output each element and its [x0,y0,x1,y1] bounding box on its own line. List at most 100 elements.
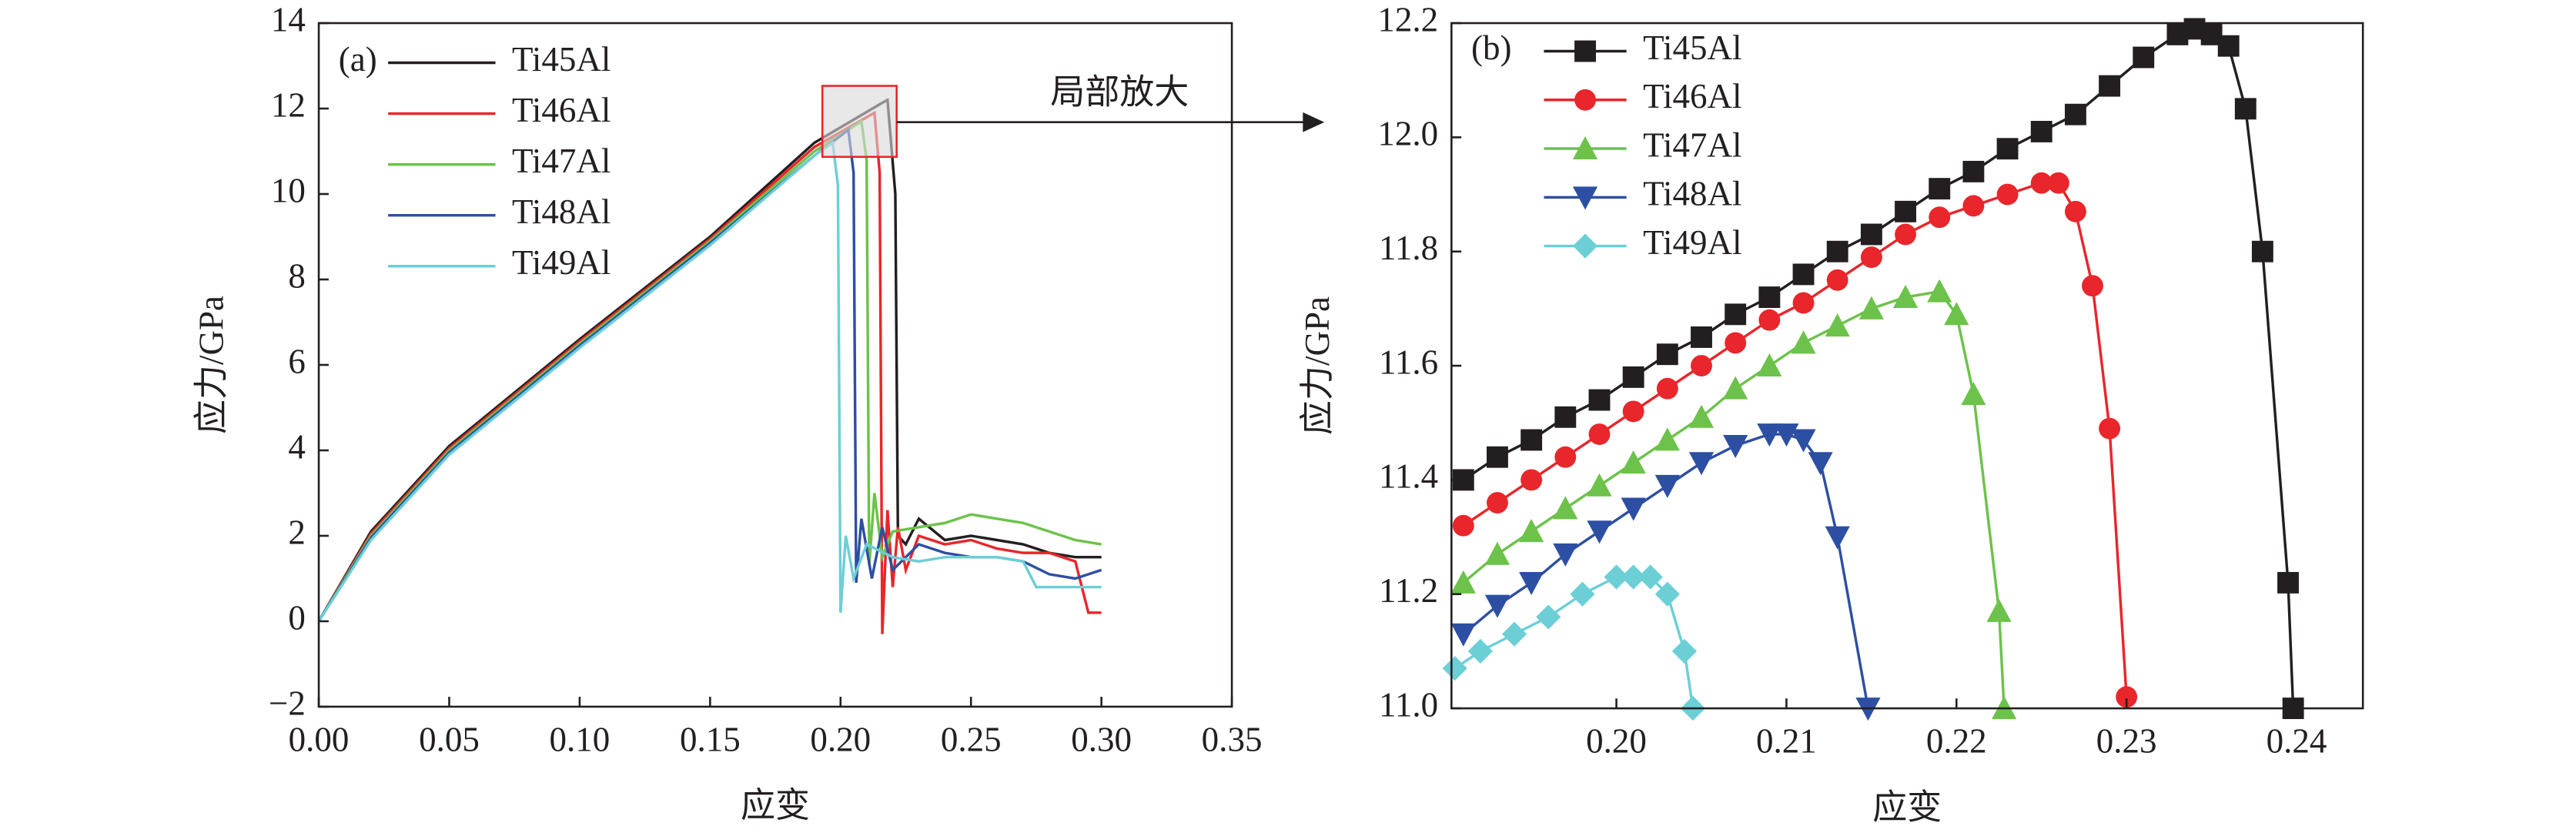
x-tick-label: 0.15 [680,720,741,758]
marker [1688,452,1715,476]
legend-label: Ti49Al [512,243,611,282]
marker [1996,183,2019,206]
y-tick-label: 11.4 [1379,457,1438,496]
x-tick-label: 0.24 [2267,722,2327,761]
annotation: 局部放大 [1050,73,1189,112]
legend-label: Ti47Al [1643,125,1741,164]
marker [1501,621,1527,647]
marker [2064,103,2086,125]
marker [2277,571,2299,594]
y-tick-label: −2 [269,684,306,722]
y-tick-label: 8 [288,256,306,295]
y-tick-label: 2 [288,513,306,551]
marker [1554,406,1577,428]
marker [1467,638,1493,664]
marker [1553,543,1578,567]
marker [1691,326,1712,348]
legend-label: Ti46Al [512,91,611,129]
marker [1484,594,1510,618]
marker [1725,303,1747,326]
marker [2251,240,2273,263]
y-tick-label: 12.0 [1377,115,1438,153]
marker [1654,474,1680,498]
marker [1826,269,1848,291]
marker [1929,178,1951,200]
marker [1688,404,1715,428]
legend-label: Ti45Al [512,40,611,79]
marker [1588,389,1611,411]
marker [1521,429,1543,451]
series-line [317,119,1102,622]
marker [1962,195,1985,217]
marker [1587,520,1612,544]
legend-marker [1572,135,1598,159]
marker [1587,473,1612,497]
marker [1487,446,1508,468]
marker [1791,330,1816,354]
y-tick-label: 11.0 [1379,685,1438,724]
x-tick-label: 0.22 [1926,722,1987,761]
y-tick-label: 6 [288,342,306,380]
marker [1791,429,1816,453]
marker [1792,292,1815,314]
marker [2082,275,2103,297]
marker [1858,296,1884,319]
marker [1519,519,1544,543]
x-tick-label: 0.20 [1586,722,1647,761]
x-tick-label: 0.35 [1202,720,1263,758]
legend-label: Ti45Al [1643,28,1741,67]
plot-frame [317,22,1233,708]
marker [2116,686,2138,708]
x-tick-label: 0.20 [810,720,871,758]
x-tick-label: 0.25 [941,720,1002,758]
marker [1654,427,1680,451]
legend-marker [1574,89,1596,111]
plot-area [1442,18,2304,721]
x-tick-label: 0.05 [419,720,480,758]
legend-label: Ti48Al [512,192,611,231]
x-tick-label: 0.10 [550,720,611,758]
x-axis-title: 应变 [741,786,810,825]
marker [1895,223,1916,246]
marker [1519,571,1544,595]
marker [1450,570,1476,594]
legend-label: Ti49Al [1643,223,1741,262]
legend-marker [1572,233,1598,259]
marker [1996,138,2019,160]
legend-marker [1574,40,1596,62]
marker [1895,200,1916,222]
marker [2047,172,2069,194]
marker [1860,223,1882,246]
marker [1622,366,1644,388]
marker [2133,46,2155,69]
marker [1792,263,1815,286]
marker [1622,400,1644,423]
y-axis-title: 应力/GPa [192,296,230,434]
series-line [317,127,1102,622]
marker [2099,417,2121,440]
marker [2030,121,2052,142]
marker [1860,246,1882,269]
y-tick-label: 12 [271,85,306,124]
series-line [1462,181,2128,698]
y-tick-label: 0 [288,598,306,637]
panel-label: (b) [1471,28,1512,67]
plot-frame [1450,22,2364,710]
legend-label: Ti46Al [1643,77,1741,115]
marker [1944,302,1969,326]
marker [1691,355,1712,376]
marker [1962,160,1985,182]
marker [1758,309,1781,331]
marker [1723,434,1748,458]
marker [1758,286,1781,308]
marker [1604,564,1629,590]
series-line [317,140,1102,622]
marker [1588,423,1611,445]
marker [1961,382,1986,406]
marker [1442,656,1467,681]
marker [1554,446,1577,468]
y-axis-title: 应力/GPa [1298,296,1337,435]
y-tick-label: 11.6 [1379,343,1438,381]
